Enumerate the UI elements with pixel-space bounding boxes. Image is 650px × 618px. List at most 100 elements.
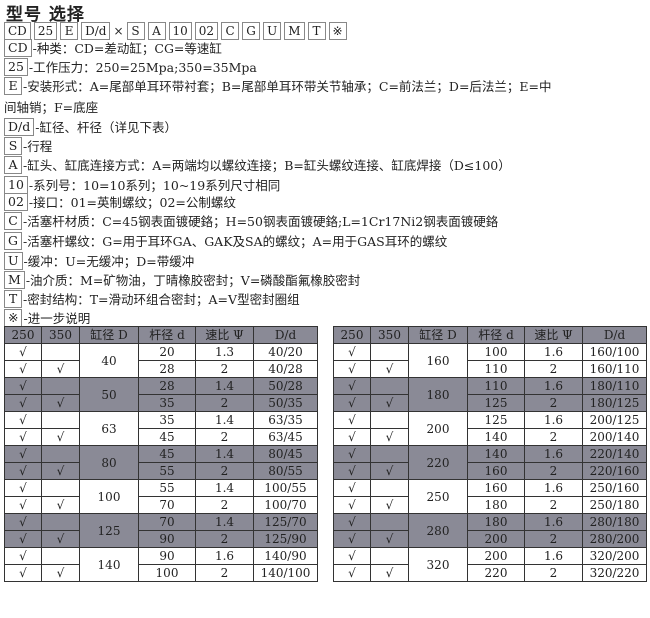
pressure-check-cell: √	[4, 564, 42, 582]
code-box: 02	[4, 192, 28, 211]
bore-rod-cell: 140/90	[253, 547, 318, 565]
pressure-check-cell: √	[4, 360, 42, 378]
header-cell: 速比 Ψ	[524, 326, 583, 344]
table-header-row: 250 350 缸径 D 杆径 d 速比 Ψ D/d	[4, 326, 318, 344]
bore-rod-cell: 180/110	[582, 377, 647, 395]
speed-ratio-cell: 2	[524, 530, 583, 548]
pressure-check-cell: √	[333, 377, 371, 395]
code-box: M	[4, 270, 25, 289]
rod-diameter-cell: 110	[467, 377, 525, 395]
description-text: -进一步说明	[23, 311, 91, 326]
rod-diameter-cell: 180	[467, 513, 525, 531]
pressure-check-cell: √	[41, 530, 80, 548]
table-row: √ √ 70 2 100/70	[4, 496, 318, 514]
pressure-check-cell: √	[4, 496, 42, 514]
bore-rod-cell: 250/180	[582, 496, 647, 514]
bore-diameter-cell: 100	[79, 479, 139, 514]
description-text: -缸头、缸底连接方式：A=两端均以螺纹连接；B=缸头螺纹连接、缸底焊接（D≤10…	[23, 158, 511, 173]
speed-ratio-cell: 1.6	[524, 377, 583, 395]
pressure-check-cell	[41, 513, 80, 531]
code-box: ※	[4, 308, 23, 327]
description-text: -缓冲：U=无缓冲；D=带缓冲	[23, 254, 195, 269]
speed-ratio-cell: 2	[195, 564, 254, 582]
code-box: E	[4, 76, 22, 95]
speed-ratio-cell: 2	[195, 496, 254, 514]
bore-diameter-cell: 125	[79, 513, 139, 548]
description-line: G -活塞杆螺纹：G=用于耳环GA、GAK及SA的螺纹；A=用于GAS耳环的螺纹	[4, 231, 447, 250]
header-cell: D/d	[253, 326, 318, 344]
bore-rod-cell: 160/110	[582, 360, 647, 378]
speed-ratio-cell: 1.4	[195, 479, 254, 497]
pressure-check-cell: √	[4, 547, 42, 565]
table-row: √ 280 180 1.6 280/180	[333, 513, 647, 548]
description-text: -种类：CD=差动缸；CG=等速缸	[32, 41, 222, 56]
bore-rod-cell: 63/35	[253, 411, 318, 429]
pressure-check-cell	[41, 445, 80, 463]
description-text: -工作压力：250=25Mpa;350=35Mpa	[28, 60, 257, 75]
description-line: M -油介质：M=矿物油，丁晴橡胶密封；V=磷酸酯氟橡胶密封	[4, 270, 360, 289]
pressure-check-cell: √	[370, 360, 409, 378]
speed-ratio-cell: 2	[195, 530, 254, 548]
rod-diameter-cell: 55	[138, 462, 196, 480]
code-box: CD	[4, 38, 32, 57]
header-cell: 杆径 d	[138, 326, 196, 344]
bore-rod-cell: 40/28	[253, 360, 318, 378]
rod-diameter-cell: 200	[467, 530, 525, 548]
bore-rod-cell: 220/140	[582, 445, 647, 463]
pressure-check-cell: √	[41, 462, 80, 480]
rod-diameter-cell: 28	[138, 360, 196, 378]
rod-diameter-cell: 160	[467, 462, 525, 480]
rod-diameter-cell: 45	[138, 428, 196, 446]
table-row: √ √ 125 2 180/125	[333, 394, 647, 412]
rod-diameter-cell: 200	[467, 547, 525, 565]
rod-diameter-cell: 55	[138, 479, 196, 497]
bore-rod-cell: 50/28	[253, 377, 318, 395]
speed-ratio-cell: 2	[524, 462, 583, 480]
speed-ratio-cell: 2	[524, 428, 583, 446]
pressure-check-cell: √	[4, 411, 42, 429]
pressure-check-cell: √	[41, 496, 80, 514]
bore-rod-cell: 100/55	[253, 479, 318, 497]
bore-diameter-cell: 80	[79, 445, 139, 480]
table-row: √ √ 35 2 50/35	[4, 394, 318, 412]
pressure-check-cell: √	[370, 530, 409, 548]
code-box: G	[4, 231, 22, 250]
bore-table-left: 250 350 缸径 D 杆径 d 速比 Ψ D/d √ 40 20 1.3 40/20 √ √ 28 2 4…	[4, 326, 318, 582]
header-cell: D/d	[582, 326, 647, 344]
description-line: D/d -缸径、杆径（详见下表）	[4, 117, 177, 136]
description-text: -接口：01=英制螺纹；02=公制螺纹	[28, 195, 236, 210]
bore-diameter-cell: 160	[408, 343, 468, 378]
pressure-check-cell	[370, 547, 409, 565]
rod-diameter-cell: 70	[138, 513, 196, 531]
pressure-check-cell: √	[333, 343, 371, 361]
speed-ratio-cell: 1.6	[524, 513, 583, 531]
table-row: √ 250 160 1.6 250/160	[333, 479, 647, 514]
page-title: 型号 选择	[6, 5, 85, 25]
pressure-check-cell: √	[333, 547, 371, 565]
code-segment: D/d	[81, 22, 111, 40]
description-line: 02 -接口：01=英制螺纹；02=公制螺纹	[4, 192, 236, 211]
speed-ratio-cell: 2	[195, 394, 254, 412]
speed-ratio-cell: 1.6	[524, 343, 583, 361]
table-header-row: 250 350 缸径 D 杆径 d 速比 Ψ D/d	[333, 326, 647, 344]
table-row: √ 140 90 1.6 140/90	[4, 547, 318, 582]
table-row: √ 125 70 1.4 125/70	[4, 513, 318, 548]
bore-diameter-cell: 63	[79, 411, 139, 446]
pressure-check-cell	[370, 479, 409, 497]
table-row: √ √ 110 2 160/110	[333, 360, 647, 378]
speed-ratio-cell: 2	[195, 428, 254, 446]
rod-diameter-cell: 160	[467, 479, 525, 497]
pressure-check-cell: √	[370, 428, 409, 446]
description-line: S -行程	[4, 136, 52, 155]
code-box: S	[4, 136, 22, 155]
rod-diameter-cell: 140	[467, 428, 525, 446]
speed-ratio-cell: 1.6	[524, 411, 583, 429]
bore-rod-cell: 160/100	[582, 343, 647, 361]
bore-diameter-cell: 180	[408, 377, 468, 412]
description-text: 间轴销；F=底座	[4, 100, 99, 115]
pressure-check-cell: √	[333, 513, 371, 531]
pressure-check-cell: √	[4, 343, 42, 361]
pressure-check-cell: √	[370, 462, 409, 480]
bore-rod-cell: 250/160	[582, 479, 647, 497]
table-row: √ √ 28 2 40/28	[4, 360, 318, 378]
